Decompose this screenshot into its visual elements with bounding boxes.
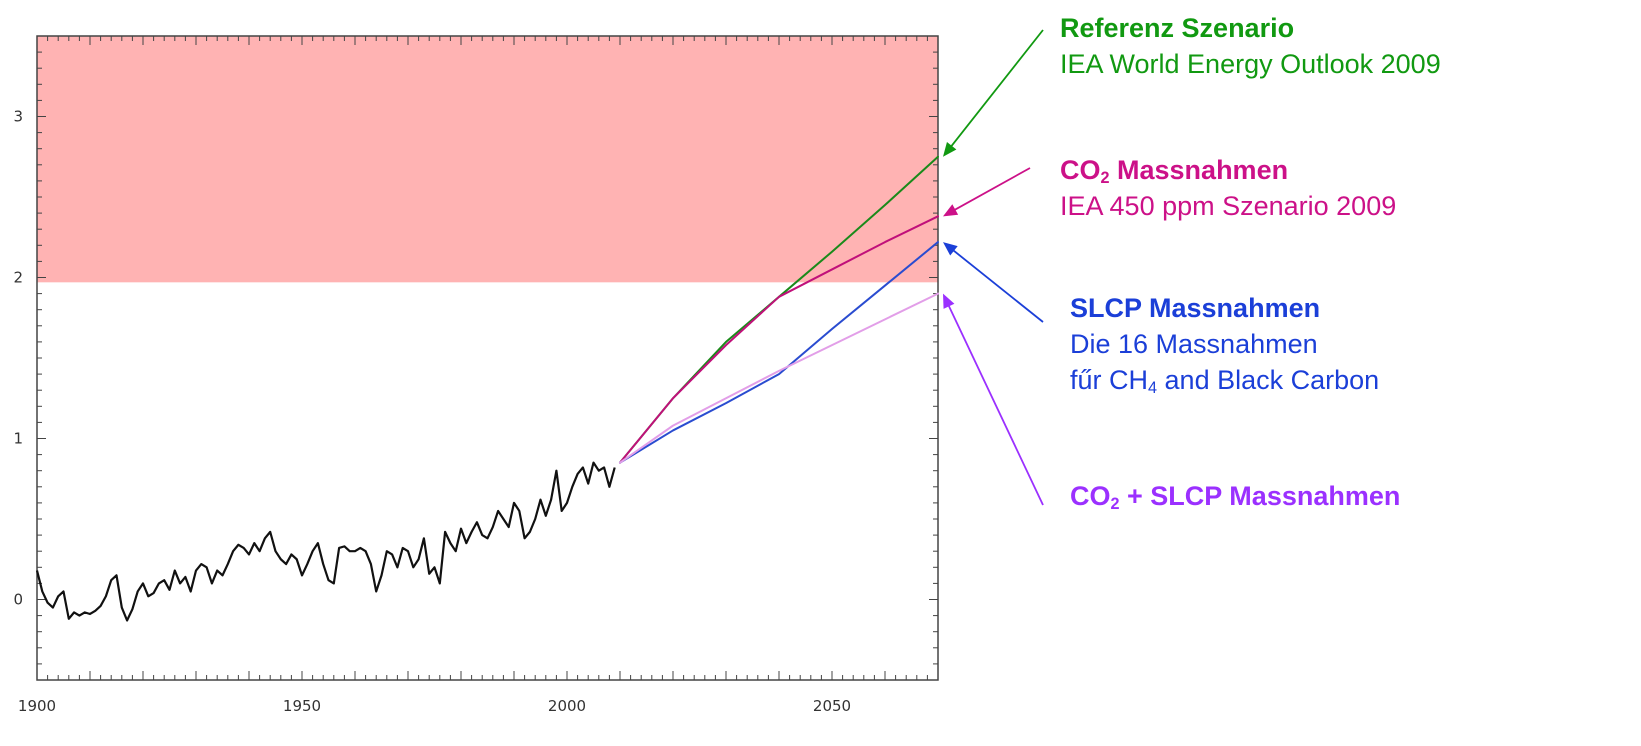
annotation-arrow-0 bbox=[946, 29, 1044, 153]
annotation-co2-slcp: CO2 + SLCP Massnahmen bbox=[1070, 478, 1400, 514]
x-tick-label: 2050 bbox=[813, 697, 851, 715]
observed-series-line bbox=[35, 461, 616, 622]
annotation-co2: CO2 Massnahmen IEA 450 ppm Szenario 2009 bbox=[1060, 152, 1396, 224]
x-tick-label: 1900 bbox=[18, 697, 56, 715]
annotation-arrow-3 bbox=[944, 298, 1044, 506]
observed-layer bbox=[35, 461, 616, 622]
series-line-3 bbox=[619, 292, 939, 464]
x-tick-label: 2000 bbox=[548, 697, 586, 715]
series-layer bbox=[619, 155, 939, 464]
arrow-layer bbox=[943, 29, 1044, 506]
y-tick-label: 0 bbox=[13, 591, 23, 609]
annotation-arrow-1 bbox=[947, 167, 1031, 215]
annotation-slcp-line-2: fűr CH4 and Black Carbon bbox=[1070, 365, 1380, 398]
annotation-co2-title: CO2 Massnahmen bbox=[1060, 155, 1289, 188]
axes-layer: 1900 1950 2000 2050 0 1 2 3 bbox=[13, 35, 939, 715]
shaded-region bbox=[37, 36, 938, 283]
annotation-referenz: Referenz Szenario IEA World Energy Outlo… bbox=[1060, 10, 1441, 82]
annotation-arrowhead-1 bbox=[943, 204, 959, 217]
y-tick-label: 1 bbox=[13, 430, 23, 448]
annotation-referenz-line: IEA World Energy Outlook 2009 bbox=[1060, 49, 1441, 79]
annotation-arrow-2 bbox=[947, 245, 1044, 323]
series-line-1 bbox=[619, 215, 939, 464]
annotation-slcp-line-1: Die 16 Massnahmen bbox=[1070, 329, 1318, 359]
annotation-arrowhead-0 bbox=[943, 142, 957, 157]
x-tick-label: 1950 bbox=[283, 697, 321, 715]
annotation-arrowhead-3 bbox=[943, 293, 955, 309]
annotation-arrowhead-2 bbox=[943, 242, 958, 256]
y-tick-label: 2 bbox=[13, 269, 23, 287]
shaded-region-layer bbox=[37, 36, 938, 283]
annotation-slcp-title: SLCP Massnahmen bbox=[1070, 293, 1321, 323]
series-line-2 bbox=[619, 241, 939, 464]
annotation-co2-line: IEA 450 ppm Szenario 2009 bbox=[1060, 191, 1397, 221]
annotation-referenz-title: Referenz Szenario bbox=[1060, 13, 1295, 43]
annotation-slcp: SLCP Massnahmen Die 16 Massnahmen fűr CH… bbox=[1070, 290, 1379, 398]
y-tick-label: 3 bbox=[13, 108, 23, 126]
annotation-co2-slcp-title: CO2 + SLCP Massnahmen bbox=[1070, 481, 1401, 514]
